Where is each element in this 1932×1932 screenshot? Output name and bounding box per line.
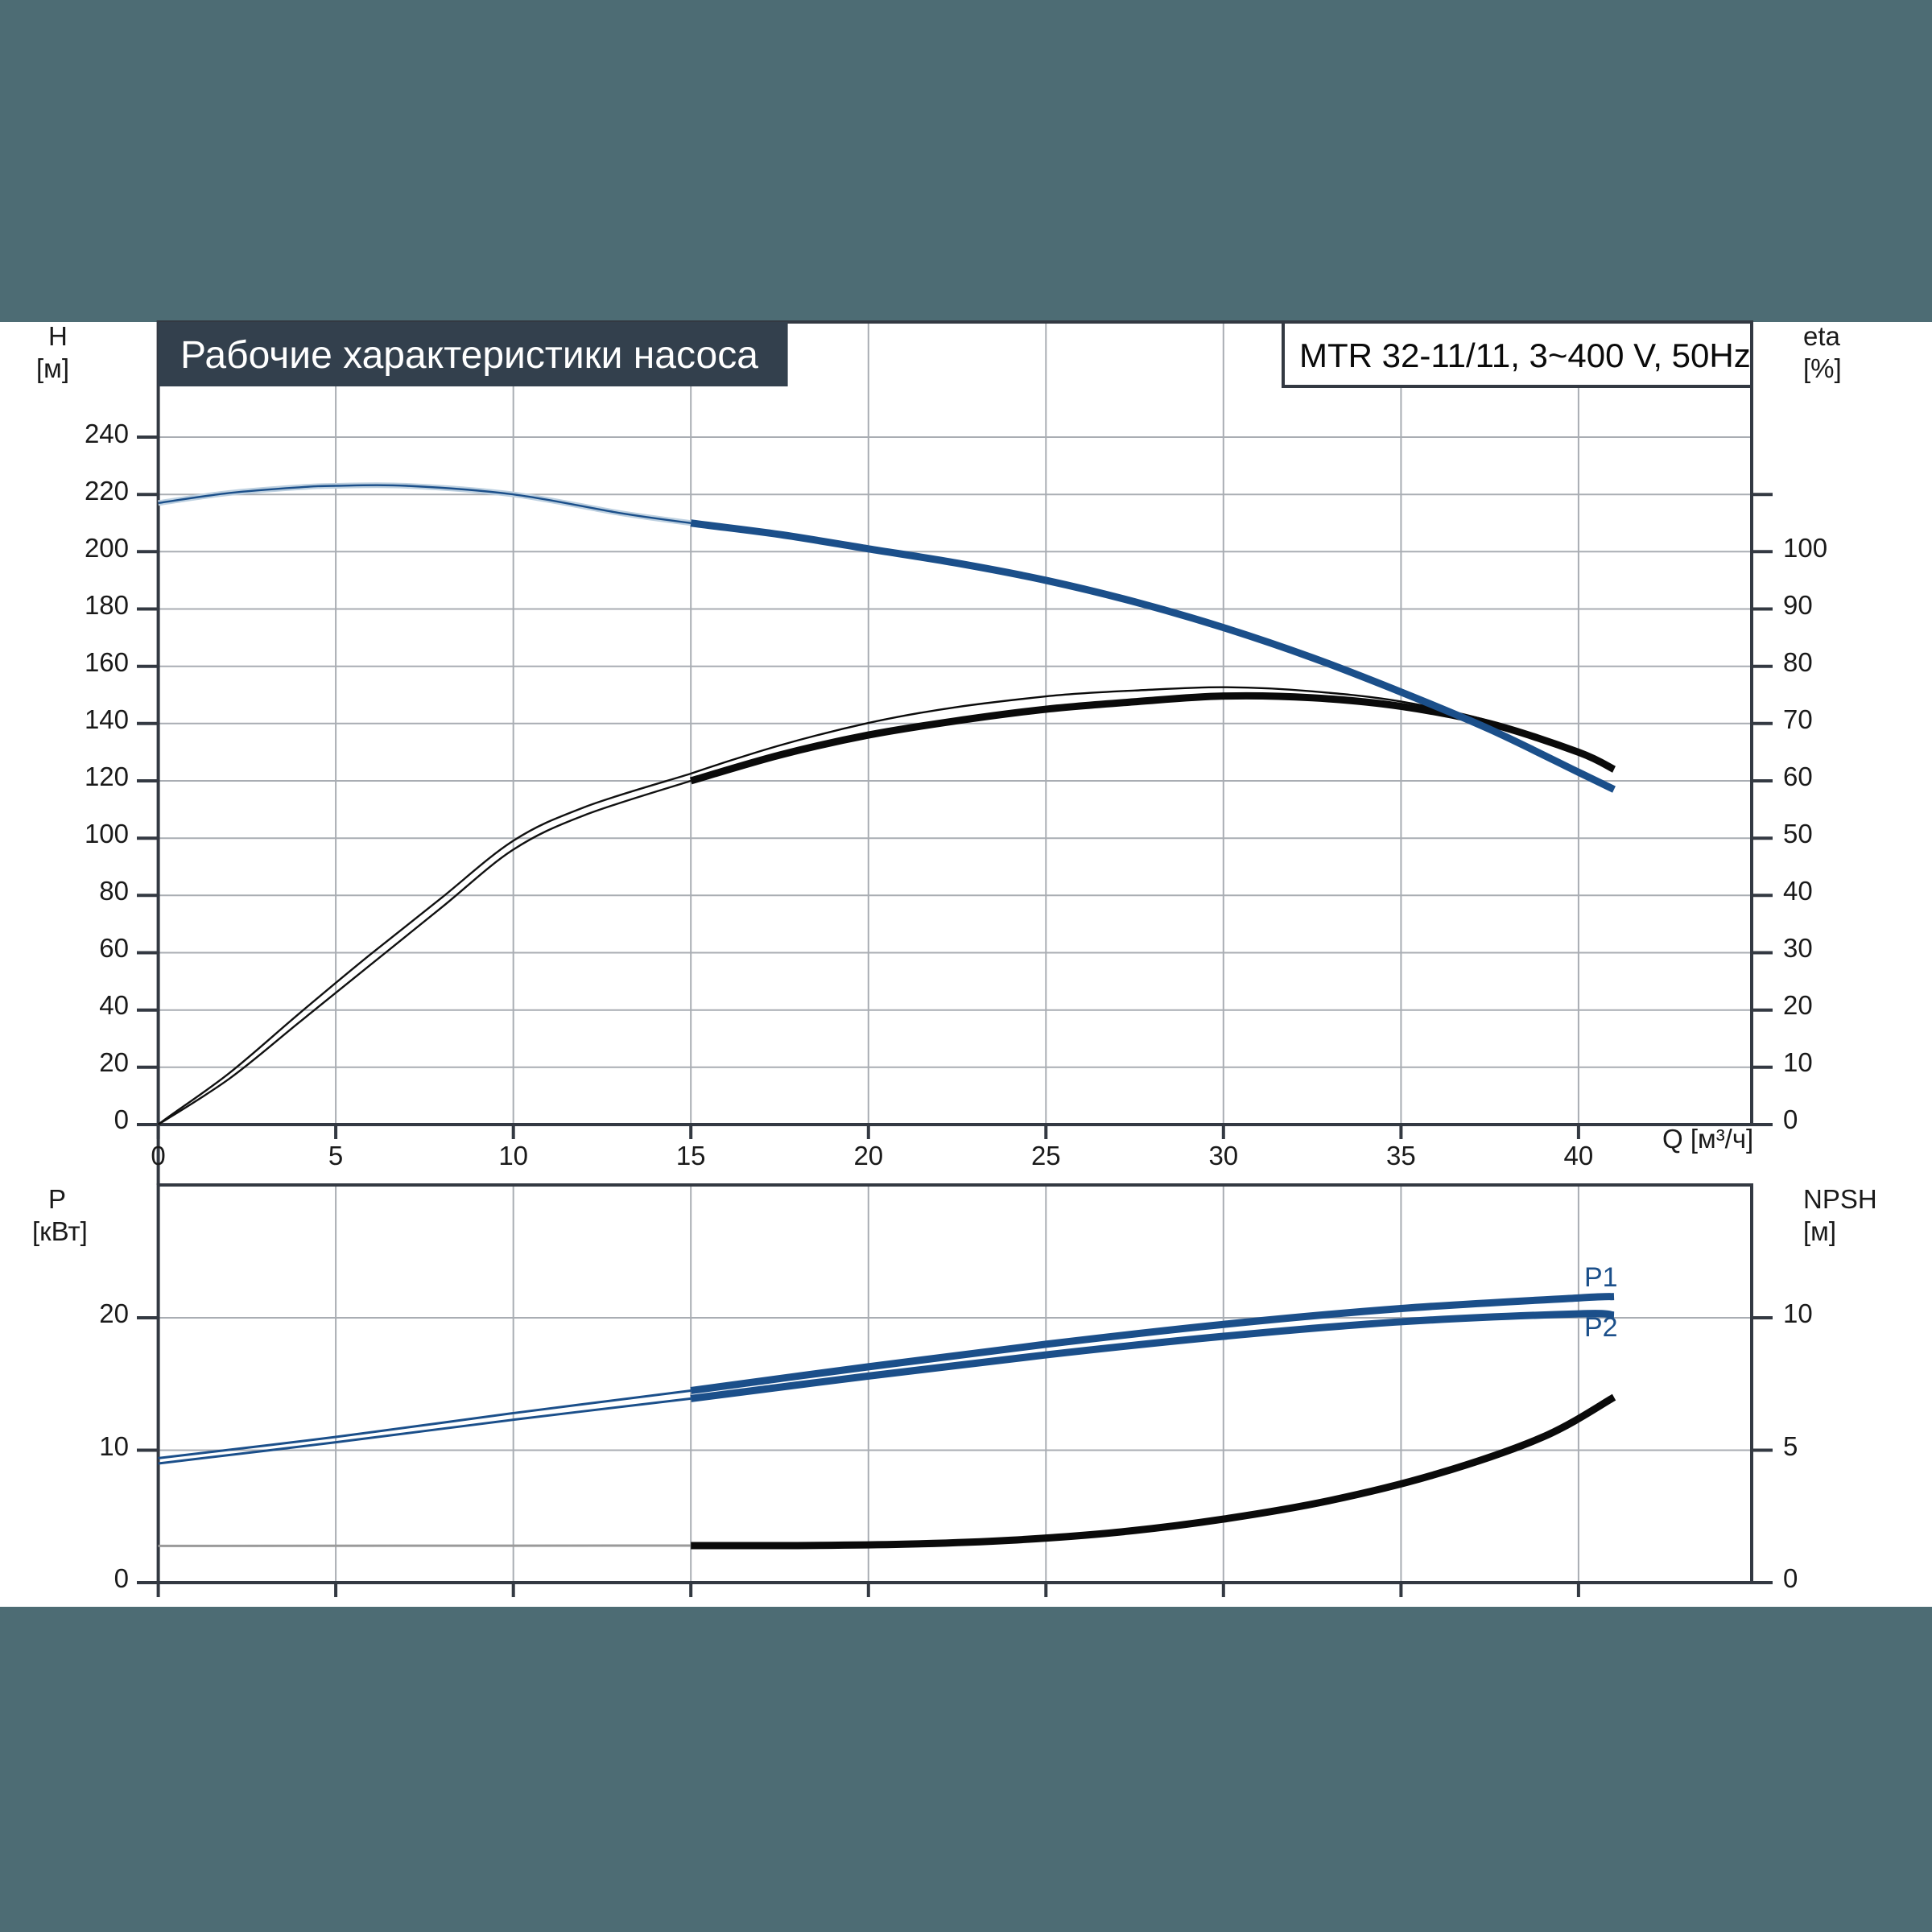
svg-text:MTR 32-11/11, 3~400 V, 50Hz: MTR 32-11/11, 3~400 V, 50Hz (1299, 336, 1751, 374)
svg-text:P1: P1 (1584, 1262, 1618, 1293)
svg-text:P2: P2 (1584, 1312, 1618, 1343)
svg-text:Рабочие характеристики насоса: Рабочие характеристики насоса (180, 334, 758, 377)
